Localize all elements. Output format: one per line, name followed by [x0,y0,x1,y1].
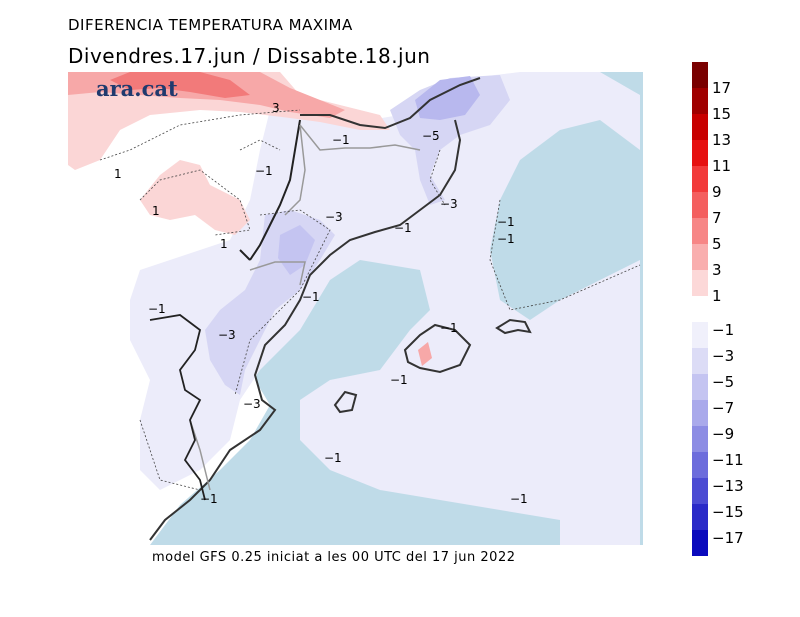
contour-label: 1 [114,167,122,181]
legend-swatch-negative [692,374,708,400]
legend-label-positive: 11 [712,157,732,175]
contour-label: 3 [272,101,280,115]
border-france [239,119,301,261]
legend-swatch-positive [692,114,708,140]
contour-label: 1 [220,237,228,251]
neg-zone-light [130,72,640,545]
map-subtitle: Divendres.17.jun / Dissabte.18.jun [68,44,431,68]
map-title: DIFERENCIA TEMPERATURA MAXIMA [68,16,353,34]
legend-swatch-negative [692,478,708,504]
legend-label-positive: 1 [712,287,722,305]
contour-label: −3 [440,197,458,211]
island-mallorca-pos [418,342,432,366]
legend-label-negative: −7 [712,399,735,417]
contour-label: −1 [302,290,320,304]
contour-label: −1 [497,232,515,246]
pos-zone-light-2 [140,160,250,235]
legend-label-negative: −13 [712,477,744,495]
contour-label: −1 [497,215,515,229]
neg-zone-dark [415,76,480,120]
legend-label-negative: −1 [712,321,735,339]
legend-label-negative: −17 [712,529,744,547]
legend-swatch-negative [692,530,708,556]
legend-swatch-positive [692,244,708,270]
brand-logo: ara.cat [96,76,178,101]
legend-swatch-positive [692,62,708,88]
legend-swatch-negative [692,426,708,452]
model-caption: model GFS 0.25 iniciat a les 00 UTC del … [152,550,516,565]
contour-lines [99,109,641,491]
contour-label: −3 [325,210,343,224]
legend-swatch-positive [692,88,708,114]
legend-label-negative: −5 [712,373,735,391]
island-menorca [495,318,532,335]
legend-label-negative: −11 [712,451,744,469]
coastline [149,77,481,541]
contour-label: −1 [332,133,350,147]
legend-label-positive: 17 [712,79,732,97]
island-ibiza [333,390,358,414]
contour-label: −1 [148,302,166,316]
legend-swatch-positive [692,270,708,296]
legend-label-positive: 7 [712,209,722,227]
legend-swatch-negative [692,348,708,374]
legend-label-positive: 15 [712,105,732,123]
contour-label: −1 [510,492,528,506]
contour-label: 1 [152,204,160,218]
legend-label-positive: 3 [712,261,722,279]
legend-label-positive: 9 [712,183,722,201]
contour-label: −1 [324,451,342,465]
contour-label: −5 [422,129,440,143]
legend-swatch-negative [692,452,708,478]
legend-colorbar [692,62,708,556]
map-canvas: 3 −1 −5 1 −1 1 −3 1 −1 −3 −1 −1 −1 −1 −3… [68,72,643,545]
legend-swatch-positive [692,192,708,218]
border-grey-regions [189,124,421,491]
border-inland [149,314,206,501]
pos-zone-light [68,72,390,170]
legend-label-negative: −15 [712,503,744,521]
legend-swatch-negative [692,504,708,530]
legend-swatch-positive [692,140,708,166]
legend-label-positive: 13 [712,131,732,149]
contour-label: −1 [200,492,218,506]
contour-label: −3 [243,397,261,411]
contour-label: −1 [255,164,273,178]
contour-label: −1 [394,221,412,235]
legend-label-positive: 5 [712,235,722,253]
contour-labels: 3 −1 −5 1 −1 1 −3 1 −1 −3 −1 −1 −1 −1 −3… [114,101,528,506]
legend-swatch-positive [692,218,708,244]
contour-label: −3 [218,328,236,342]
legend-swatch-negative [692,322,708,348]
pos-zone-strong [110,72,250,98]
legend-label-negative: −9 [712,425,735,443]
legend-label-negative: −3 [712,347,735,365]
legend-swatch-negative [692,400,708,426]
contour-label: −1 [390,373,408,387]
legend-swatch-positive [692,166,708,192]
contour-label: −1 [440,321,458,335]
